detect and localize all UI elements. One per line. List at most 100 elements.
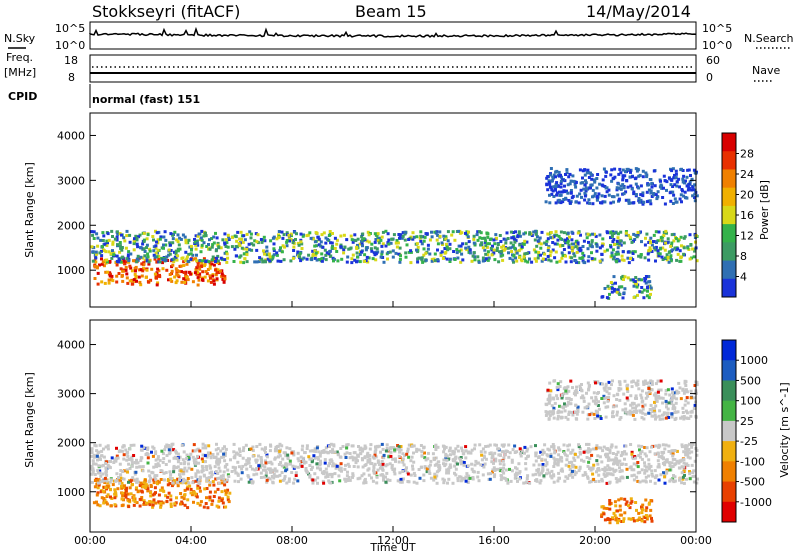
echo-cell [654, 382, 658, 386]
echo-cell [564, 389, 568, 393]
echo-cell [558, 193, 562, 197]
echo-cell [162, 489, 166, 493]
echo-cell [576, 405, 580, 409]
echo-cell [579, 233, 582, 237]
echo-cell [482, 454, 486, 458]
echo-cell [671, 452, 675, 456]
echo-cell [167, 278, 170, 282]
echo-cell [150, 267, 154, 271]
echo-cell [632, 478, 636, 482]
echo-cell [594, 234, 598, 238]
echo-cell [101, 239, 105, 242]
velocity-echo-layer [90, 379, 699, 525]
echo-cell [691, 471, 695, 475]
echo-cell [363, 477, 367, 481]
echo-cell [574, 471, 578, 475]
echo-cell [195, 253, 198, 257]
echo-cell [546, 454, 550, 458]
echo-cell [275, 253, 279, 257]
echo-cell [616, 288, 620, 292]
echo-cell [367, 256, 371, 260]
echo-cell [604, 170, 608, 174]
echo-cell [632, 284, 636, 288]
echo-cell [217, 499, 221, 503]
echo-cell [140, 444, 144, 448]
echo-cell [430, 230, 433, 234]
echo-cell [513, 476, 517, 480]
echo-cell [688, 257, 692, 261]
echo-cell [139, 283, 143, 287]
echo-cell [501, 258, 505, 262]
echo-cell [576, 455, 580, 459]
echo-cell [203, 487, 207, 491]
echo-cell [208, 247, 212, 251]
echo-cell [611, 473, 615, 477]
echo-cell [176, 269, 180, 273]
echo-cell [422, 239, 426, 243]
echo-cell [640, 290, 644, 294]
echo-cell [661, 401, 665, 405]
echo-cell [613, 167, 617, 171]
echo-cell [301, 458, 305, 462]
echo-cell [460, 252, 464, 256]
echo-cell [504, 449, 508, 453]
echo-cell [545, 461, 549, 465]
echo-cell [691, 194, 695, 198]
echo-cell [481, 463, 485, 467]
echo-cell [204, 502, 208, 505]
echo-cell [574, 245, 578, 249]
echo-cell [611, 195, 614, 199]
echo-cell [191, 280, 195, 284]
echo-cell [175, 258, 179, 262]
echo-cell [293, 477, 297, 481]
echo-cell [333, 246, 337, 250]
echo-cell [211, 499, 215, 503]
echo-cell [168, 451, 172, 455]
echo-cell [208, 264, 212, 267]
echo-cell [600, 244, 604, 248]
echo-cell [684, 380, 688, 384]
echo-cell [113, 492, 117, 496]
echo-cell [144, 453, 148, 456]
echo-cell [649, 191, 653, 195]
echo-cell [311, 481, 315, 485]
echo-cell [329, 241, 333, 245]
echo-cell [160, 449, 164, 453]
echo-cell [615, 239, 619, 243]
echo-cell [491, 470, 494, 474]
echo-cell [223, 232, 227, 236]
echo-cell [106, 484, 110, 488]
echo-cell [257, 454, 260, 458]
echo-cell [451, 481, 455, 485]
echo-cell [542, 474, 546, 478]
echo-cell [140, 489, 144, 493]
echo-cell [110, 456, 114, 460]
echo-cell [260, 257, 264, 261]
echo-cell [180, 280, 184, 284]
echo-cell [240, 246, 244, 250]
echo-cell [580, 383, 583, 386]
echo-cell [123, 239, 127, 243]
echo-cell [415, 242, 419, 246]
echo-cell [97, 481, 100, 485]
echo-cell [610, 168, 614, 172]
echo-cell [544, 200, 548, 204]
echo-cell [436, 233, 440, 237]
echo-cell [594, 381, 597, 385]
echo-cell [490, 456, 494, 460]
echo-cell [135, 458, 138, 462]
echo-cell [278, 449, 282, 453]
echo-cell [480, 458, 484, 462]
echo-cell [275, 237, 279, 241]
echo-cell [213, 465, 217, 469]
echo-cell [602, 394, 606, 398]
echo-cell [157, 480, 161, 484]
echo-cell [622, 186, 626, 190]
echo-cell [169, 232, 173, 236]
echo-cell [644, 236, 647, 240]
echo-cell [693, 384, 697, 387]
echo-cell [510, 458, 514, 462]
echo-cell [327, 479, 331, 483]
echo-cell [518, 477, 522, 481]
echo-cell [270, 462, 274, 466]
